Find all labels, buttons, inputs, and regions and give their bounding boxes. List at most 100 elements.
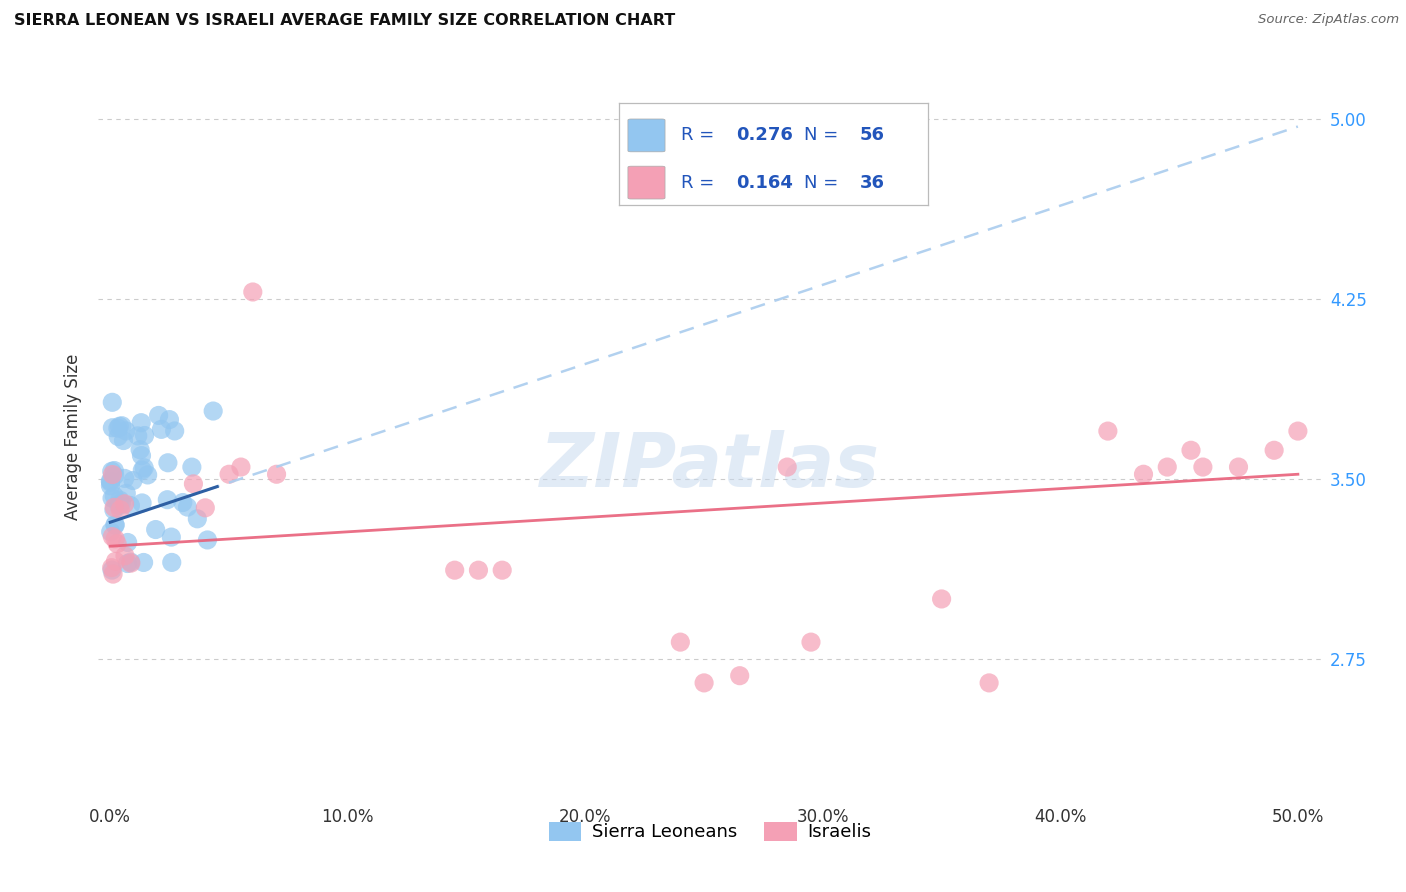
Point: [98, 474, 121, 488]
Point: [1132, 467, 1154, 482]
Point: [134, 460, 156, 475]
Point: [111, 418, 134, 433]
Point: [101, 567, 124, 582]
Point: [101, 563, 124, 577]
Point: [104, 517, 127, 532]
Point: [117, 557, 139, 571]
Point: [266, 467, 288, 482]
Point: [136, 467, 159, 482]
Point: [229, 460, 252, 475]
Text: SIERRA LEONEAN VS ISRAELI AVERAGE FAMILY SIZE CORRELATION CHART: SIERRA LEONEAN VS ISRAELI AVERAGE FAMILY…: [14, 13, 675, 29]
Point: [131, 449, 153, 463]
Point: [156, 456, 179, 470]
Point: [176, 500, 198, 514]
Point: [103, 464, 125, 478]
Point: [129, 416, 152, 430]
Point: [100, 524, 122, 539]
FancyBboxPatch shape: [628, 166, 665, 199]
Point: [103, 503, 125, 517]
Point: [103, 489, 125, 503]
Point: [104, 468, 127, 483]
Point: [242, 285, 264, 299]
Point: [129, 442, 152, 457]
Point: [186, 512, 208, 526]
Point: [112, 434, 135, 448]
Point: [931, 591, 953, 606]
Point: [101, 530, 124, 544]
Point: [197, 533, 219, 547]
Point: [172, 495, 194, 509]
Point: [776, 460, 799, 475]
Point: [1097, 424, 1119, 438]
Point: [120, 555, 142, 569]
Point: [160, 530, 183, 544]
Point: [101, 491, 124, 505]
Text: 0.164: 0.164: [737, 174, 793, 192]
Point: [114, 497, 136, 511]
Point: [100, 560, 122, 574]
Point: [120, 499, 142, 513]
Text: R =: R =: [681, 174, 720, 192]
Y-axis label: Average Family Size: Average Family Size: [65, 354, 83, 520]
Text: 36: 36: [860, 174, 884, 192]
Point: [134, 428, 156, 442]
Text: Source: ZipAtlas.com: Source: ZipAtlas.com: [1258, 13, 1399, 27]
Point: [194, 500, 217, 515]
Point: [693, 676, 716, 690]
Text: R =: R =: [681, 127, 720, 145]
Point: [127, 429, 149, 443]
Point: [131, 463, 153, 477]
Point: [104, 554, 127, 568]
Point: [100, 479, 122, 493]
Point: [183, 476, 205, 491]
Point: [977, 676, 1000, 690]
Point: [114, 549, 136, 563]
Point: [108, 419, 131, 434]
Point: [115, 486, 138, 500]
Point: [105, 536, 128, 550]
Point: [491, 563, 513, 577]
Legend: Sierra Leoneans, Israelis: Sierra Leoneans, Israelis: [541, 814, 879, 848]
Point: [108, 499, 131, 513]
Point: [103, 500, 125, 515]
Point: [1192, 460, 1215, 475]
Point: [467, 563, 489, 577]
Point: [108, 493, 131, 508]
Point: [1227, 460, 1250, 475]
Point: [131, 496, 153, 510]
Text: ZIPatlas: ZIPatlas: [540, 430, 880, 503]
Point: [117, 535, 139, 549]
Point: [114, 471, 136, 485]
Point: [101, 395, 124, 409]
Point: [110, 502, 132, 516]
Point: [101, 467, 124, 482]
Point: [122, 474, 145, 488]
Point: [120, 556, 142, 570]
Point: [156, 492, 179, 507]
Point: [800, 635, 823, 649]
Point: [160, 556, 183, 570]
Point: [110, 496, 132, 510]
Point: [1180, 443, 1202, 458]
Text: 56: 56: [860, 127, 884, 145]
Point: [100, 475, 122, 490]
Point: [104, 518, 127, 533]
Point: [1263, 443, 1285, 458]
Point: [1286, 424, 1309, 438]
Point: [148, 409, 170, 423]
Point: [100, 464, 122, 478]
Point: [145, 523, 167, 537]
Point: [104, 532, 127, 546]
Point: [115, 424, 138, 438]
Point: [218, 467, 240, 482]
Point: [101, 421, 124, 435]
Text: N =: N =: [804, 174, 844, 192]
FancyBboxPatch shape: [628, 119, 665, 152]
Point: [107, 421, 129, 435]
Text: 0.276: 0.276: [737, 127, 793, 145]
Point: [163, 424, 186, 438]
Point: [150, 422, 173, 436]
Point: [180, 460, 202, 475]
Point: [202, 404, 225, 418]
Point: [107, 429, 129, 443]
